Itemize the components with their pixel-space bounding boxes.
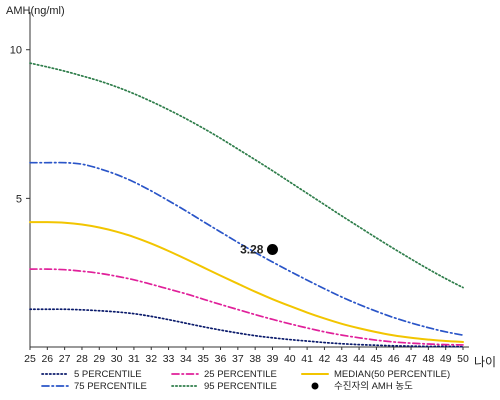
- x-tick-label: 33: [163, 353, 175, 365]
- x-axis-label: 나이: [474, 355, 496, 369]
- x-tick-label: 28: [76, 353, 88, 365]
- x-tick-label: 30: [111, 353, 123, 365]
- x-tick-label: 40: [284, 353, 296, 365]
- y-tick-label: 10: [10, 45, 22, 57]
- x-tick-label: 38: [249, 353, 261, 365]
- x-tick-label: 46: [388, 353, 400, 365]
- legend-label: 95 PERCENTILE: [204, 381, 277, 392]
- x-tick-label: 50: [457, 353, 469, 365]
- patient-amh-value-label: 3.28: [240, 242, 264, 256]
- legend-item: 25 PERCENTILE: [171, 369, 277, 380]
- x-tick-label: 48: [423, 353, 435, 365]
- series-line-25-percentile: [29, 268, 464, 346]
- y-axis-label: AMH(ng/ml): [6, 5, 65, 17]
- series-line-75-percentile: [29, 161, 464, 336]
- legend-item: 5 PERCENTILE: [41, 369, 142, 380]
- x-tick-label: 27: [59, 353, 71, 365]
- x-tick-label: 43: [336, 353, 348, 365]
- x-tick-label: 45: [371, 353, 383, 365]
- x-tick-label: 25: [24, 353, 36, 365]
- series-layer: [29, 62, 464, 348]
- x-tick-label: 41: [301, 353, 313, 365]
- legend-label: 75 PERCENTILE: [74, 381, 147, 392]
- series-line-median-50-percentile: [29, 221, 464, 343]
- series-line-95-percentile: [29, 62, 464, 289]
- x-tick-label: 32: [145, 353, 157, 365]
- x-tick-label: 47: [405, 353, 417, 365]
- legend-label: 5 PERCENTILE: [74, 369, 142, 380]
- x-tick-label: 37: [232, 353, 244, 365]
- axes: 5 10 25 26 27 28 29 30 31 32 33 34 35 36 37 38 39 40 41 42 4…: [10, 12, 469, 365]
- x-tick-label: 26: [41, 353, 53, 365]
- patient-amh-marker: [266, 243, 278, 255]
- legend-item: 95 PERCENTILE: [171, 381, 277, 392]
- x-tick-label: 35: [197, 353, 209, 365]
- legend-item: 75 PERCENTILE: [41, 381, 147, 392]
- x-tick-label: 29: [93, 353, 105, 365]
- y-tick-label: 5: [16, 193, 22, 205]
- legend-label: 수진자의 AMH 농도: [334, 381, 413, 392]
- x-tick-label: 34: [180, 353, 192, 365]
- x-tick-label: 31: [128, 353, 140, 365]
- legend-label: 25 PERCENTILE: [204, 369, 277, 380]
- legend-marker-dot: [311, 382, 319, 390]
- patient-point-layer: 3.28: [240, 242, 278, 256]
- legend-label: MEDIAN(50 PERCENTILE): [334, 369, 450, 380]
- x-tick-label: 36: [215, 353, 227, 365]
- x-tick-label: 42: [319, 353, 331, 365]
- x-tick-label: 49: [440, 353, 452, 365]
- legend: 5 PERCENTILE 25 PERCENTILE MEDIAN(50 PERCE…: [41, 369, 450, 392]
- x-tick-label: 39: [267, 353, 279, 365]
- series-line-5-percentile: [29, 308, 464, 348]
- legend-item: MEDIAN(50 PERCENTILE): [301, 369, 450, 380]
- legend-item: 수진자의 AMH 농도: [311, 381, 413, 392]
- x-tick-label: 44: [353, 353, 365, 365]
